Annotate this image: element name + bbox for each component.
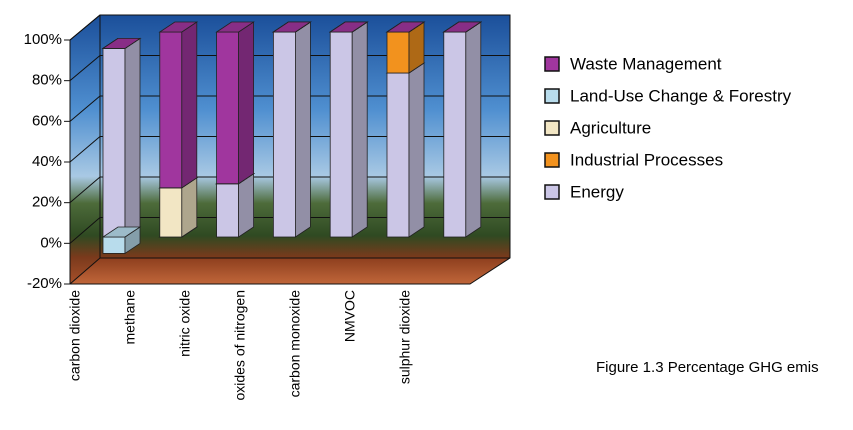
bar-front: [329, 31, 353, 238]
bar-front: [386, 72, 410, 238]
y-tick-label: -20%: [27, 275, 62, 292]
grid-line: [69, 217, 510, 244]
legend-label: Energy: [570, 182, 624, 201]
bar-segment: [101, 38, 142, 49]
grid-line: [69, 55, 510, 82]
x-tick-label: methane: [122, 290, 138, 345]
legend-swatch: [544, 184, 560, 200]
grid-line: [69, 257, 510, 285]
legend-label: Land-Use Change & Forestry: [570, 86, 792, 105]
bar-segment: [385, 21, 426, 33]
bar-top: [101, 38, 142, 49]
bar-segment: [385, 62, 426, 238]
bar-side: [238, 172, 255, 238]
bar-segment: [215, 21, 255, 185]
bar-side: [465, 21, 482, 238]
grid-line: [69, 136, 510, 163]
legend-label: Waste Management: [570, 54, 722, 73]
bar-front: [216, 183, 240, 238]
bar-front: [272, 31, 296, 238]
bar-side: [294, 21, 311, 238]
bar-front: [386, 31, 410, 74]
bar-top: [328, 21, 369, 33]
y-tick-label: 20%: [32, 194, 62, 211]
grid-line: [69, 176, 510, 204]
bar-segment: [101, 37, 142, 238]
bar-segment: [272, 21, 312, 238]
bar-front: [159, 31, 183, 189]
legend-label: Industrial Processes: [570, 150, 723, 169]
legend-swatch: [544, 88, 560, 104]
floor: [70, 258, 510, 284]
bar-segment: [101, 226, 142, 255]
bar-segment: [328, 21, 369, 33]
x-tick-label: oxides of nitrogen: [232, 290, 248, 401]
bar-front: [102, 48, 126, 238]
bar-segment: [272, 21, 312, 33]
bar-side: [181, 21, 198, 189]
bar-front: [159, 187, 183, 238]
bar-segment: [328, 21, 369, 238]
x-tick-label: nitric oxide: [177, 290, 193, 357]
bar-segment: [158, 21, 199, 189]
y-tick-label: 40%: [32, 153, 62, 170]
x-tick-label: carbon monoxide: [287, 290, 303, 398]
bar-top: [272, 21, 312, 33]
bar-side: [408, 62, 425, 238]
bar-top: [215, 21, 255, 33]
bar-segment: [442, 21, 483, 33]
bar-top: [101, 226, 142, 238]
grid-line: [69, 14, 510, 41]
bar-front: [216, 31, 240, 185]
y-tick-label: 0%: [40, 234, 62, 251]
y-tick-label: 100%: [24, 31, 62, 48]
bar-top: [385, 21, 426, 33]
legend-swatch: [544, 56, 560, 72]
legend-swatch: [544, 120, 560, 136]
x-tick-label: sulphur dioxide: [397, 290, 413, 384]
caption: Figure 1.3 Percentage GHG emis: [596, 359, 819, 376]
legend-swatch: [544, 152, 560, 168]
grid-line: [69, 95, 510, 122]
bar-side: [124, 37, 141, 238]
bar-segment: [442, 21, 483, 238]
legend-label: Agriculture: [570, 118, 651, 137]
bar-top: [442, 21, 483, 33]
bar-top: [158, 21, 199, 33]
bar-side: [351, 21, 368, 238]
x-tick-label: NMVOC: [342, 290, 358, 342]
y-tick-label: 80%: [32, 72, 62, 89]
bar-side: [238, 21, 255, 185]
x-tick-label: carbon dioxide: [67, 290, 83, 381]
bar-front: [102, 236, 126, 254]
y-tick-label: 60%: [32, 112, 62, 129]
bar-front: [443, 31, 467, 238]
